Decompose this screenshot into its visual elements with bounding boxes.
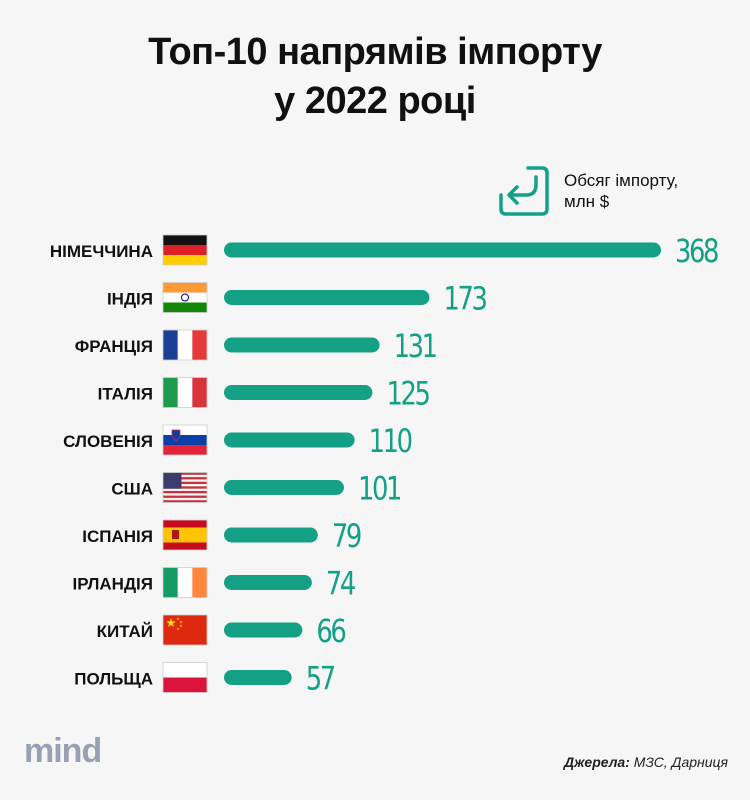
- category-label: ПОЛЬЩА: [74, 670, 153, 689]
- source-note: Джерела: МЗС, Дарниця: [564, 754, 728, 770]
- category-label: НІМЕЧЧИНА: [50, 242, 153, 261]
- india-flag-icon: [162, 282, 208, 313]
- category-label: США: [111, 480, 153, 499]
- bar-row: КИТАЙ 66: [97, 612, 349, 650]
- value-label: 66: [316, 612, 345, 650]
- france-flag-icon: [162, 329, 208, 361]
- title-line-1: Топ-10 напрямів імпорту: [148, 31, 602, 73]
- value-label: 79: [332, 517, 361, 555]
- bar-row: ФРАНЦІЯ 131: [75, 327, 439, 365]
- value-label: 125: [386, 375, 429, 413]
- category-label: ІСПАНІЯ: [82, 527, 153, 546]
- bar: [224, 527, 318, 543]
- bar-row: ІРЛАНДІЯ 74: [72, 565, 358, 603]
- bar: [224, 432, 355, 448]
- bar: [224, 385, 373, 400]
- usa-flag-icon: [162, 472, 208, 503]
- chart-title: Топ-10 напрямів імпорту у 2022 році: [0, 28, 750, 126]
- bar: [224, 622, 303, 638]
- bar: [224, 575, 312, 590]
- value-label: 131: [394, 327, 437, 365]
- value-label: 57: [306, 660, 335, 698]
- bar: [224, 337, 380, 353]
- bar: [224, 670, 292, 685]
- bar-row: НІМЕЧЧИНА 368: [50, 232, 721, 270]
- bar: [224, 290, 430, 305]
- value-label: 368: [675, 232, 718, 270]
- mind-logo: mind: [24, 732, 102, 770]
- category-label: ІРЛАНДІЯ: [72, 575, 153, 594]
- category-label: ІТАЛІЯ: [98, 385, 153, 404]
- value-label: 173: [443, 280, 486, 318]
- category-label: СЛОВЕНІЯ: [63, 432, 153, 451]
- bar: [224, 242, 661, 258]
- import-arrow-icon: [499, 166, 549, 216]
- source-text: МЗС, Дарниця: [629, 754, 728, 770]
- bar-row: США 101: [111, 470, 403, 508]
- legend-label-line-2: млн $: [564, 192, 610, 211]
- legend-label: Обсяг імпорту, млн $: [564, 170, 678, 212]
- spain-flag-icon: [162, 519, 208, 551]
- bar-row: ІТАЛІЯ 125: [98, 375, 432, 413]
- bar-row: ІНДІЯ 173: [107, 280, 489, 318]
- bar-row: ПОЛЬЩА 57: [74, 660, 337, 698]
- slovenia-flag-icon: [162, 424, 208, 456]
- source-label: Джерела:: [563, 754, 630, 770]
- legend: Обсяг імпорту, млн $: [498, 165, 738, 217]
- value-label: 74: [326, 565, 355, 603]
- bar: [224, 480, 344, 495]
- bar-row: ІСПАНІЯ 79: [82, 517, 364, 555]
- china-flag-icon: [162, 614, 208, 646]
- italy-flag-icon: [162, 377, 208, 408]
- ireland-flag-icon: [162, 567, 208, 598]
- germany-flag-icon: [162, 234, 208, 266]
- bar-row: СЛОВЕНІЯ 110: [63, 422, 415, 460]
- legend-label-line-1: Обсяг імпорту,: [564, 171, 679, 190]
- value-label: 110: [369, 422, 412, 460]
- category-label: ІНДІЯ: [107, 290, 153, 309]
- poland-flag-icon: [162, 662, 208, 693]
- category-label: ФРАНЦІЯ: [75, 337, 153, 356]
- title-line-2: у 2022 році: [274, 80, 476, 122]
- value-label: 101: [358, 470, 401, 508]
- category-label: КИТАЙ: [97, 622, 153, 641]
